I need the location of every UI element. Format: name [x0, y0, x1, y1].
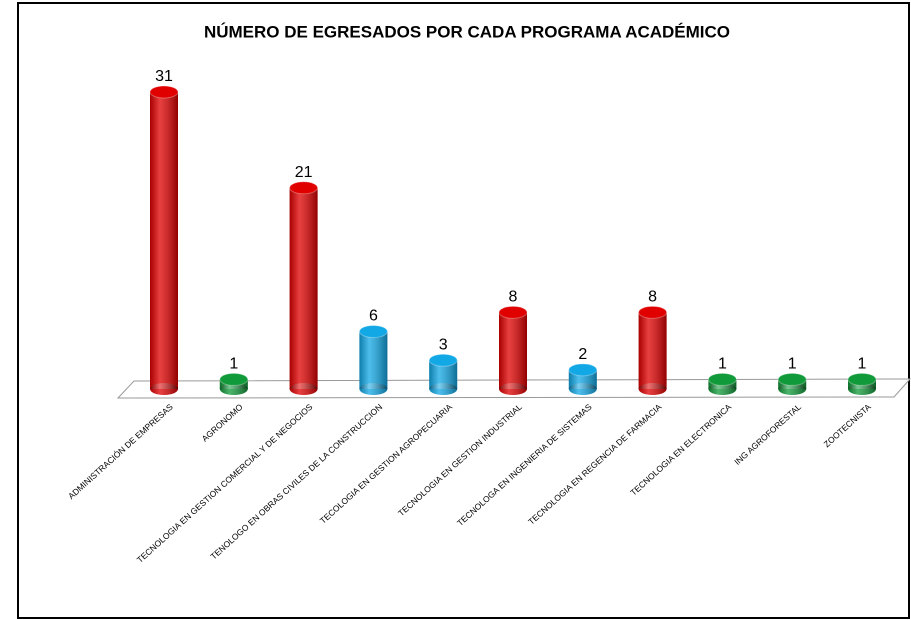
bar-top	[568, 363, 598, 377]
bar	[149, 85, 179, 395]
data-label: 1	[229, 356, 238, 373]
bar	[568, 363, 598, 395]
bar-top	[498, 305, 528, 319]
bar	[847, 372, 877, 395]
bar	[358, 325, 388, 395]
data-label: 1	[858, 356, 867, 373]
bar-body-shade	[289, 187, 318, 389]
bar-body-shade	[638, 312, 667, 389]
bar-top	[847, 372, 877, 386]
data-label: 1	[718, 356, 727, 373]
data-label: 3	[439, 336, 448, 353]
data-label: 1	[788, 356, 797, 373]
bar-top	[289, 181, 319, 195]
bar-top	[638, 305, 668, 319]
bar-top	[219, 372, 249, 386]
data-label: 31	[155, 68, 173, 85]
data-label: 2	[578, 346, 587, 363]
data-label: 21	[295, 164, 313, 181]
bar	[638, 305, 668, 395]
bar-body-shade	[150, 92, 178, 389]
bar	[777, 372, 807, 395]
bar-top	[428, 353, 458, 367]
bar-top	[358, 325, 388, 339]
bar	[219, 372, 249, 395]
bar	[289, 181, 319, 395]
chart-title: NÚMERO DE EGRESADOS POR CADA PROGRAMA AC…	[204, 22, 730, 41]
data-label: 8	[509, 289, 518, 306]
bar-body-shade	[499, 312, 527, 389]
bar	[428, 353, 458, 395]
data-label: 6	[369, 308, 378, 325]
data-label: 8	[648, 289, 657, 306]
bar-top	[149, 85, 179, 99]
bar-top	[707, 372, 737, 386]
bar-top	[777, 372, 807, 386]
bar	[707, 372, 737, 395]
bar-body-shade	[359, 331, 388, 389]
bar	[498, 305, 528, 395]
